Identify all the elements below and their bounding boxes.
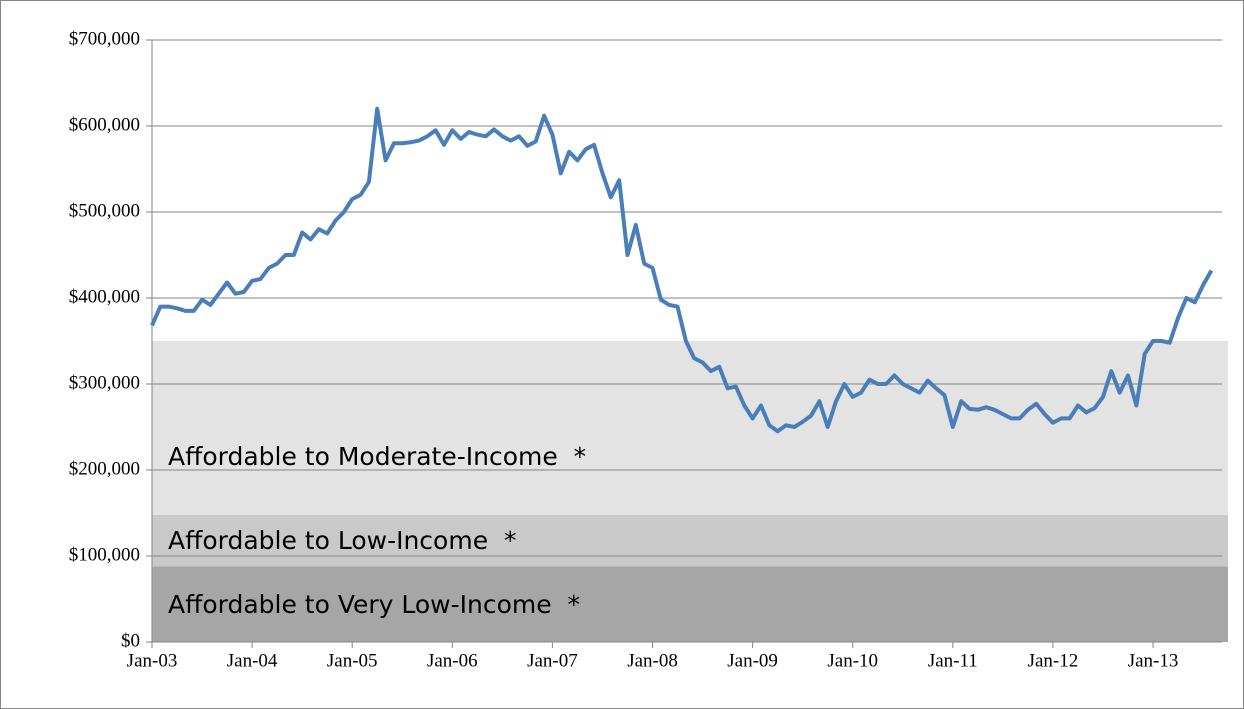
x-tick-label: Jan-09: [727, 650, 778, 671]
x-tick-label: Jan-06: [427, 650, 478, 671]
x-tick-label: Jan-07: [527, 650, 578, 671]
x-tick-label: Jan-03: [127, 650, 178, 671]
y-tick-label: $500,000: [69, 200, 140, 221]
y-tick-label: $200,000: [69, 458, 140, 479]
x-tick-label: Jan-08: [627, 650, 678, 671]
y-tick-label: $400,000: [69, 286, 140, 307]
data-line: [150, 106, 1214, 434]
band: [152, 341, 1228, 515]
x-tick-label: Jan-11: [928, 650, 978, 671]
x-tick-label: Jan-05: [327, 650, 378, 671]
band: [152, 566, 1228, 642]
y-tick-label: $100,000: [69, 544, 140, 565]
x-tick-label: Jan-13: [1128, 650, 1179, 671]
x-tick-label: Jan-10: [827, 650, 878, 671]
x-tick-label: Jan-12: [1028, 650, 1079, 671]
y-tick-label: $600,000: [69, 114, 140, 135]
band-label: Affordable to Very Low-Income *: [168, 590, 580, 619]
y-tick-label: $700,000: [69, 28, 140, 49]
band-label: Affordable to Moderate-Income *: [168, 442, 586, 471]
band: [152, 514, 1228, 567]
x-tick-label: Jan-04: [227, 650, 278, 671]
y-tick-label: $300,000: [69, 372, 140, 393]
band-label: Affordable to Low-Income *: [168, 526, 516, 555]
y-tick-label: $0: [121, 630, 140, 651]
